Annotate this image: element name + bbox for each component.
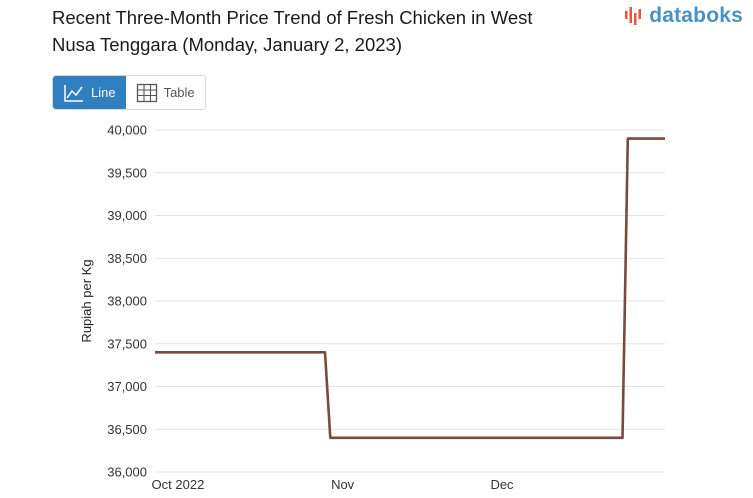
view-toggle: Line Table bbox=[52, 75, 206, 110]
chart-title: Recent Three-Month Price Trend of Fresh … bbox=[52, 7, 533, 55]
y-tick-label: 38,500 bbox=[107, 251, 147, 266]
table-grid-icon bbox=[136, 83, 157, 102]
x-tick-label: Oct 2022 bbox=[152, 477, 205, 492]
y-tick-label: 37,500 bbox=[107, 336, 147, 351]
y-tick-label: 39,500 bbox=[107, 165, 147, 180]
line-view-button[interactable]: Line bbox=[53, 76, 126, 109]
y-tick-label: 38,000 bbox=[107, 294, 147, 309]
brand-logo[interactable]: databoks bbox=[624, 4, 743, 28]
line-chart-icon bbox=[64, 84, 83, 102]
y-tick-label: 36,000 bbox=[107, 465, 147, 480]
line-view-label: Line bbox=[91, 85, 116, 100]
brand-name: databoks bbox=[649, 4, 743, 27]
y-tick-label: 39,000 bbox=[107, 208, 147, 223]
grid-lines bbox=[155, 129, 665, 473]
y-tick-label: 36,500 bbox=[107, 422, 147, 437]
table-view-label: Table bbox=[163, 85, 195, 100]
x-axis-ticks: Oct 2022 Nov Dec bbox=[152, 477, 515, 492]
databoks-logo-icon bbox=[625, 7, 642, 25]
series-layer bbox=[155, 137, 665, 440]
table-view-button[interactable]: Table bbox=[125, 76, 205, 109]
y-tick-label: 37,000 bbox=[107, 379, 147, 394]
y-axis-ticks: 36,000 36,500 37,000 37,500 38,000 38,500 39,0… bbox=[107, 123, 147, 480]
x-tick-label: Nov bbox=[331, 477, 355, 492]
y-axis-label: Rupiah per Kg bbox=[79, 259, 94, 342]
x-tick-label: Dec bbox=[490, 477, 514, 492]
y-tick-label: 40,000 bbox=[107, 123, 147, 138]
series-line[interactable] bbox=[155, 137, 665, 440]
